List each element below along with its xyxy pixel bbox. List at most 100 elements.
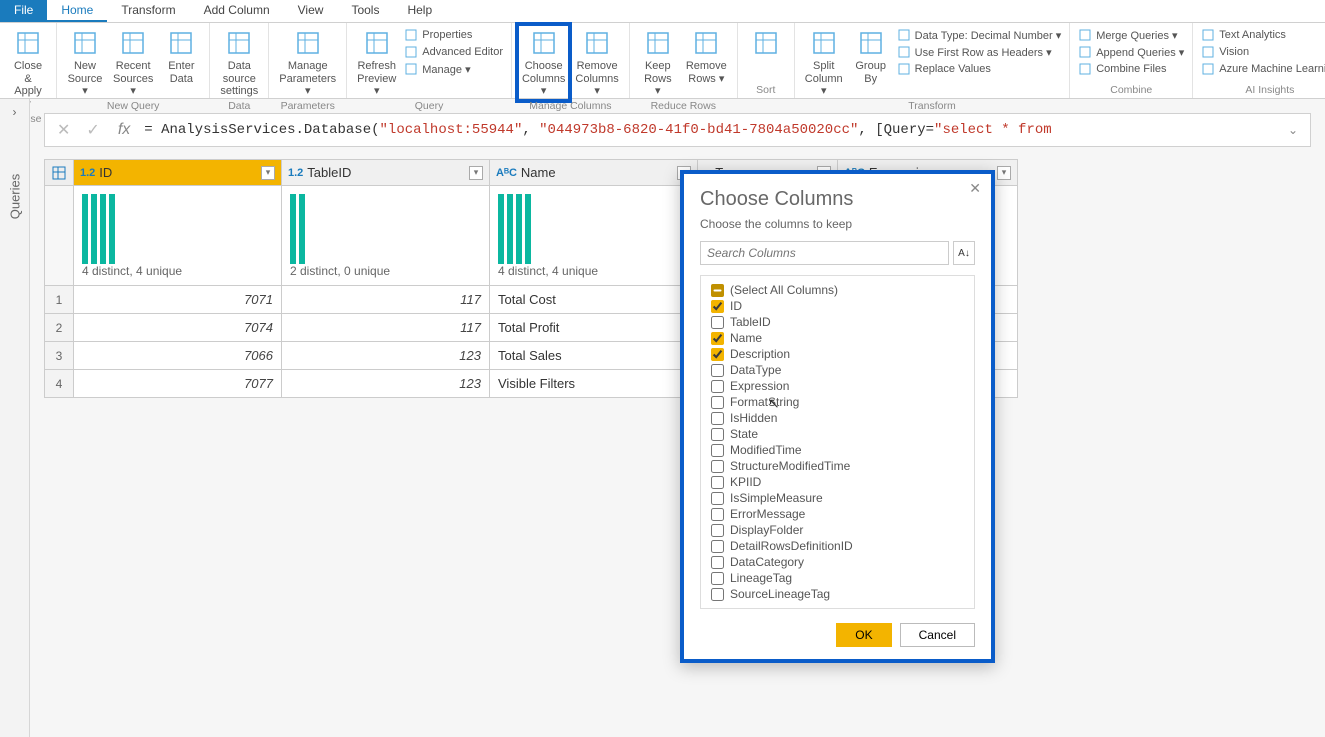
column-item-expression[interactable]: Expression [701,378,974,394]
column-checkbox[interactable] [711,316,724,329]
refresh-preview-button[interactable]: RefreshPreview ▾ [353,25,400,100]
column-filter-icon[interactable]: ▾ [997,166,1011,180]
column-checkbox[interactable] [711,492,724,505]
column-item-datacategory[interactable]: DataCategory [701,554,974,570]
column-checkbox[interactable] [711,476,724,489]
column-item-formatstring[interactable]: FormatString [701,394,974,410]
menu-home[interactable]: Home [47,0,107,22]
combine-files-button[interactable]: Combine Files [1076,61,1186,77]
cancel-formula-icon[interactable]: ✕ [53,120,74,140]
new-source-button[interactable]: NewSource ▾ [63,25,107,100]
cell[interactable]: 7071 [74,286,282,314]
column-checkbox[interactable] [711,572,724,585]
cell[interactable]: 123 [282,370,490,398]
menu-tools[interactable]: Tools [337,0,393,22]
column-header[interactable]: 1.2 ID ▾ [74,159,282,186]
column-item-lineagetag[interactable]: LineageTag [701,570,974,586]
column-item-name[interactable]: Name [701,330,974,346]
cell[interactable]: Visible Filters [490,370,698,398]
column-checkbox[interactable] [711,540,724,553]
manage-parameters-button[interactable]: ManageParameters ▾ [275,25,340,100]
cell[interactable]: Total Cost [490,286,698,314]
choose-columns-button[interactable]: ChooseColumns ▾ [518,25,569,100]
menu-transform[interactable]: Transform [107,0,189,22]
column-item-tableid[interactable]: TableID [701,314,974,330]
column-item-datatype[interactable]: DataType [701,362,974,378]
advanced-editor-button[interactable]: Advanced Editor [402,44,505,60]
row-number[interactable]: 4 [44,370,74,398]
column-item-detailrowsdefinitionid[interactable]: DetailRowsDefinitionID [701,538,974,554]
select-all-item[interactable]: (Select All Columns) [701,282,974,298]
vision-button[interactable]: Vision [1199,44,1325,60]
column-checkbox[interactable] [711,332,724,345]
column-checkbox[interactable] [711,460,724,473]
column-checkbox[interactable] [711,508,724,521]
append-queries-button[interactable]: Append Queries ▾ [1076,44,1186,60]
column-filter-icon[interactable]: ▾ [261,166,275,180]
column-item-sourcelineagetag[interactable]: SourceLineageTag [701,586,974,602]
column-checkbox[interactable] [711,556,724,569]
column-item-ishidden[interactable]: IsHidden [701,410,974,426]
recent-sources-button[interactable]: RecentSources ▾ [109,25,157,100]
menu-file[interactable]: File [0,0,47,22]
column-item-description[interactable]: Description [701,346,974,362]
dialog-ok-button[interactable]: OK [836,623,891,647]
column-checkbox[interactable] [711,412,724,425]
first-row-headers-button[interactable]: Use First Row as Headers ▾ [895,44,1064,60]
dialog-cancel-button[interactable]: Cancel [900,623,975,647]
cell[interactable]: Total Profit [490,314,698,342]
column-header[interactable]: AᴮC Name ▾ [490,159,698,186]
replace-values-button[interactable]: Replace Values [895,61,1064,77]
column-filter-icon[interactable]: ▾ [469,166,483,180]
menu-view[interactable]: View [284,0,338,22]
sort-columns-button[interactable]: A↓ [953,241,975,265]
remove-rows-button[interactable]: RemoveRows ▾ [682,25,731,87]
sort-button[interactable] [744,25,788,61]
azure-ml-button[interactable]: Azure Machine Learning [1199,61,1325,77]
properties-button[interactable]: Properties [402,27,505,43]
column-checkbox[interactable] [711,396,724,409]
accept-formula-icon[interactable]: ✓ [82,120,103,140]
column-item-displayfolder[interactable]: DisplayFolder [701,522,974,538]
cell[interactable]: 117 [282,314,490,342]
menu-add-column[interactable]: Add Column [190,0,284,22]
row-number[interactable]: 3 [44,342,74,370]
column-item-issimplemeasure[interactable]: IsSimpleMeasure [701,490,974,506]
expand-formula-icon[interactable]: ⌄ [1284,123,1302,137]
column-header[interactable]: 1.2 TableID ▾ [282,159,490,186]
column-item-kpiid[interactable]: KPIID [701,474,974,490]
queries-pane-collapsed[interactable]: › Queries [0,99,30,737]
column-item-modifiedtime[interactable]: ModifiedTime [701,442,974,458]
cell[interactable]: 123 [282,342,490,370]
menu-help[interactable]: Help [393,0,446,22]
keep-rows-button[interactable]: KeepRows ▾ [636,25,680,100]
table-corner-icon[interactable] [44,159,74,186]
row-number[interactable]: 1 [44,286,74,314]
cell[interactable]: 7077 [74,370,282,398]
group-by-button[interactable]: GroupBy [849,25,893,87]
column-item-errormessage[interactable]: ErrorMessage [701,506,974,522]
column-checkbox[interactable] [711,364,724,377]
column-item-state[interactable]: State [701,426,974,442]
cell[interactable]: 117 [282,286,490,314]
column-checkbox[interactable] [711,524,724,537]
expand-queries-icon[interactable]: › [0,99,29,119]
cell[interactable]: Total Sales [490,342,698,370]
fx-icon[interactable]: fx [112,121,136,139]
manage-button[interactable]: Manage ▾ [402,61,505,77]
row-number[interactable]: 2 [44,314,74,342]
column-checkbox[interactable] [711,428,724,441]
column-checkbox[interactable] [711,380,724,393]
text-analytics-button[interactable]: Text Analytics [1199,27,1325,43]
dialog-close-icon[interactable]: ✕ [969,180,981,197]
column-item-id[interactable]: ID [701,298,974,314]
cell[interactable]: 7066 [74,342,282,370]
remove-columns-button[interactable]: RemoveColumns ▾ [571,25,622,100]
column-checkbox[interactable] [711,444,724,457]
enter-data-button[interactable]: EnterData [159,25,203,87]
merge-queries-button[interactable]: Merge Queries ▾ [1076,27,1186,43]
select-all-checkbox[interactable] [711,284,724,297]
column-checkbox[interactable] [711,588,724,601]
data-type-button[interactable]: Data Type: Decimal Number ▾ [895,27,1064,43]
data-source-settings-button[interactable]: Data sourcesettings [216,25,262,100]
